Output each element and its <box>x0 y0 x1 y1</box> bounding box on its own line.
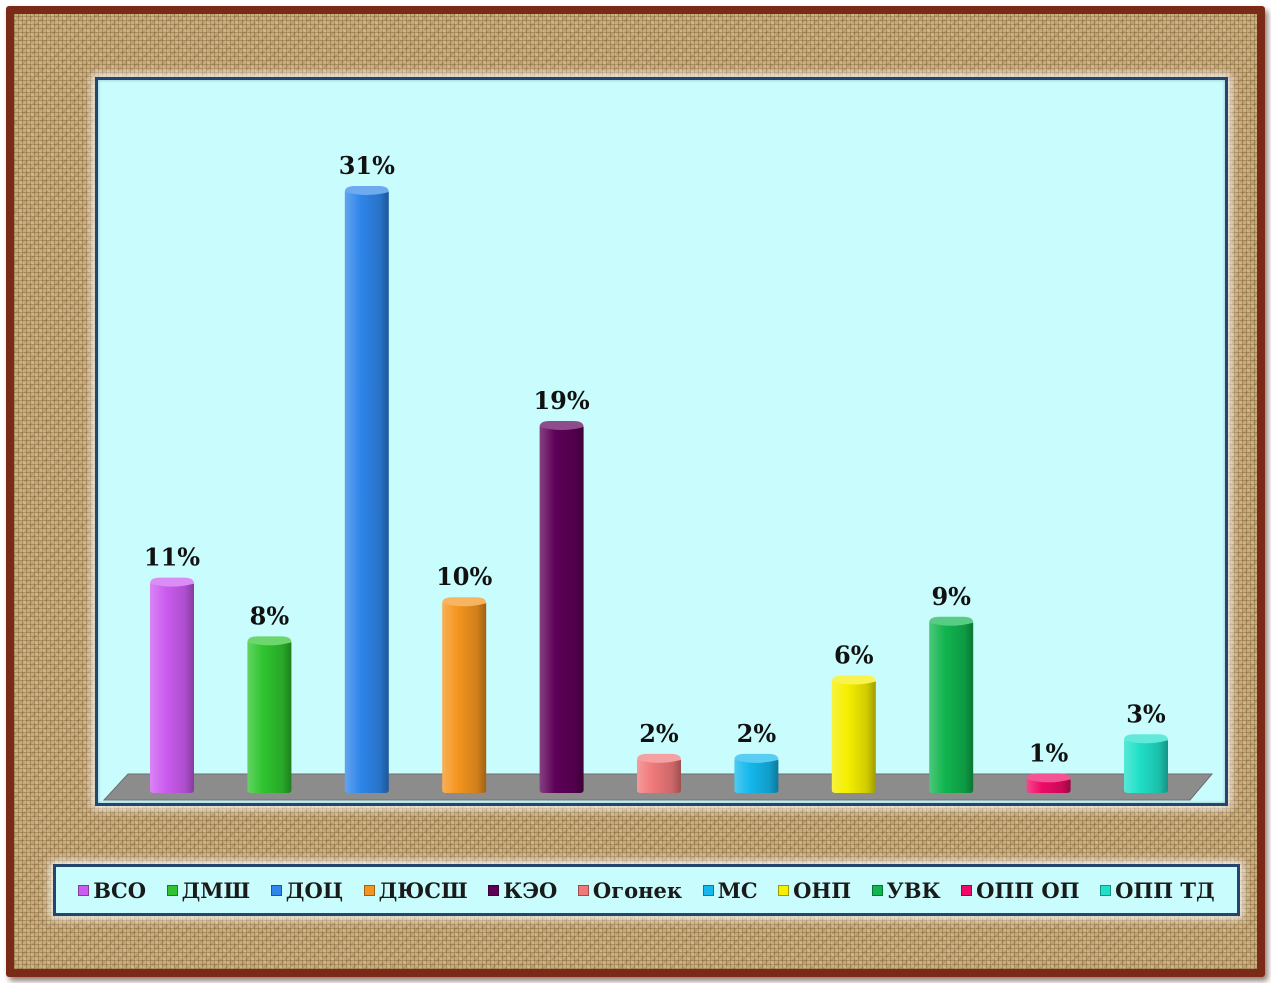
bar-4 <box>442 597 487 793</box>
bar-body <box>539 426 584 793</box>
data-label-3: 31% <box>339 151 395 180</box>
legend-swatch <box>1100 884 1112 896</box>
data-label-4: 10% <box>436 562 492 591</box>
legend-label: КЭО <box>503 877 558 903</box>
data-label-5: 19% <box>533 386 589 415</box>
bar-11 <box>1124 734 1168 793</box>
legend-swatch <box>363 884 375 896</box>
legend-item-7: МС <box>702 877 758 903</box>
bar-7 <box>734 753 779 793</box>
plot-area: 11% 8% 31% 10% 19% 2% 2% 6% 9% 1% 3% <box>95 77 1228 806</box>
bar-chart: 11% 8% 31% 10% 19% 2% 2% 6% 9% 1% 3% <box>102 151 1214 801</box>
bar-body <box>150 583 194 793</box>
legend-label: МС <box>717 877 758 903</box>
bar-body <box>637 759 681 793</box>
legend-swatch <box>166 884 178 896</box>
data-label-9: 9% <box>931 582 971 611</box>
bar-5 <box>539 420 584 793</box>
bar-body <box>831 681 876 793</box>
bar-10 <box>1026 773 1071 793</box>
bar-cap <box>831 675 876 685</box>
bar-cap <box>929 616 974 626</box>
legend-item-8: ОНП <box>778 878 851 903</box>
legend-swatch <box>270 884 282 896</box>
legend-item-1: ВСО <box>78 878 146 903</box>
legend-swatch <box>778 884 790 896</box>
legend-item-10: ОПП ОП <box>961 877 1080 903</box>
bar-cap <box>539 420 584 430</box>
data-label-11: 3% <box>1126 699 1166 728</box>
chart-legend: ВСО ДМШ ДОЦ ДЮСШ КЭО Огонек МС ОНП УВК ОПП ОП ОПП … <box>53 864 1240 916</box>
legend-swatch <box>871 884 883 896</box>
bar-body <box>1124 740 1168 793</box>
bar-cap <box>150 577 194 587</box>
bar-2 <box>247 636 292 793</box>
bar-9 <box>929 616 974 793</box>
legend-swatch <box>78 884 90 896</box>
bar-body <box>929 622 974 793</box>
legend-swatch <box>488 884 500 896</box>
legend-label: ОПП ТД <box>1115 877 1215 903</box>
legend-label: ДЮСШ <box>378 877 468 903</box>
legend-label: ОНП <box>793 877 852 903</box>
legend-label: ВСО <box>93 877 147 903</box>
bar-cap <box>442 597 487 607</box>
data-label-2: 8% <box>250 601 290 630</box>
data-label-10: 1% <box>1029 738 1069 767</box>
legend-label: Огонек <box>592 877 682 903</box>
bar-3 <box>344 186 389 793</box>
bar-cap <box>1026 773 1071 783</box>
legend-item-5: КЭО <box>488 878 557 903</box>
bar-body <box>442 603 487 793</box>
bar-body <box>1026 779 1071 793</box>
bar-8 <box>831 675 876 793</box>
legend-label: ОПП ОП <box>976 877 1080 903</box>
legend-swatch <box>702 884 714 896</box>
legend-item-4: ДЮСШ <box>363 877 468 903</box>
legend-label: УВК <box>886 877 941 903</box>
bar-cap <box>637 753 681 763</box>
legend-item-11: ОПП ТД <box>1100 878 1215 903</box>
legend-item-3: ДОЦ <box>270 877 344 903</box>
bar-1 <box>150 577 194 793</box>
bar-6 <box>637 753 681 793</box>
bar-cap <box>247 636 292 646</box>
data-label-8: 6% <box>834 641 874 670</box>
data-label-6: 2% <box>639 719 679 748</box>
data-label-1: 11% <box>144 543 200 572</box>
bar-body <box>734 759 779 793</box>
legend-swatch <box>961 884 973 896</box>
legend-item-6: Огонек <box>577 877 682 903</box>
bar-body <box>247 642 292 793</box>
legend-label: ДОЦ <box>285 877 344 903</box>
legend-swatch <box>577 884 589 896</box>
legend-label: ДМШ <box>181 877 251 903</box>
bar-cap <box>344 186 389 195</box>
legend-item-2: ДМШ <box>166 877 251 903</box>
bar-cap <box>1124 734 1168 744</box>
legend-item-9: УВК <box>871 877 941 903</box>
bar-cap <box>734 753 779 763</box>
data-label-7: 2% <box>737 719 777 748</box>
bar-body <box>344 192 389 793</box>
